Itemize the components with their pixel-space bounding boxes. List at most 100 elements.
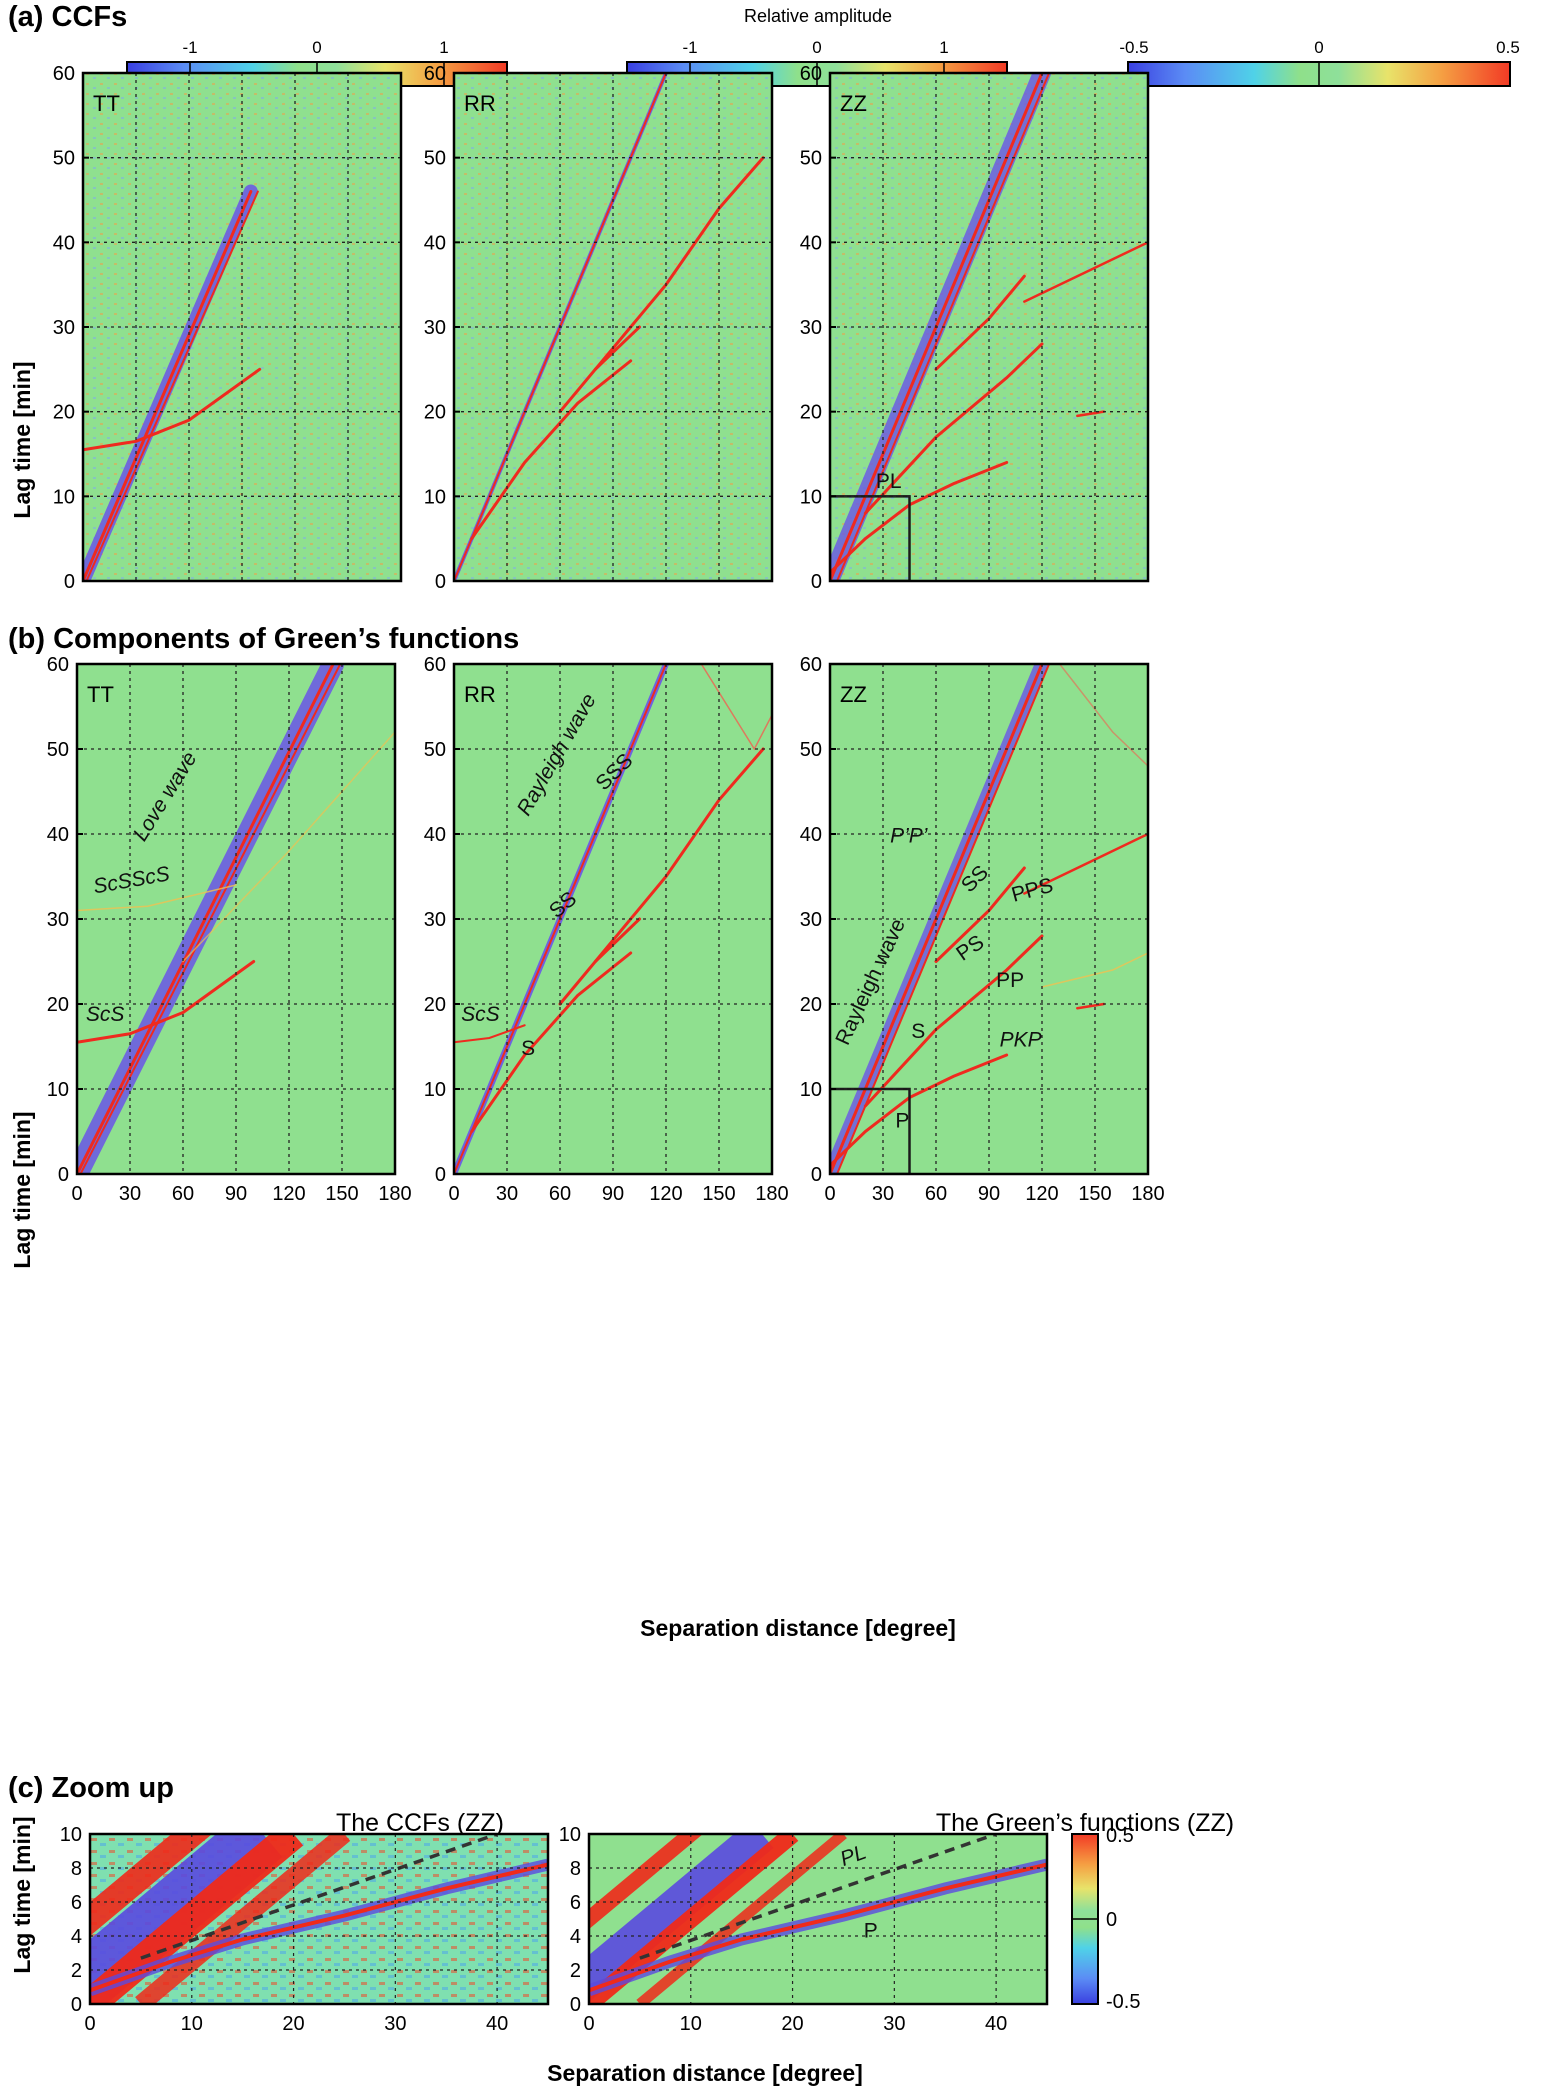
- x-tick-label: 90: [978, 1183, 1000, 1205]
- y-tick-label: 30: [424, 909, 446, 931]
- faint-branch: [1041, 952, 1148, 988]
- s-branch: [863, 342, 1044, 515]
- panel-a-rr: RR 0 10 20 30 40 50 60: [424, 63, 774, 593]
- y-tick-label: 40: [800, 232, 822, 254]
- inset-box: [830, 1087, 911, 1174]
- y-tick-label: 0: [71, 1994, 82, 2016]
- y-tick-label: 8: [570, 1858, 581, 1880]
- x-tick-label: 30: [883, 2013, 905, 2035]
- x-tick-label: 30: [384, 2013, 406, 2035]
- s-branch: [863, 934, 1044, 1108]
- panel-a-tt: TT 0 10 20 30 40 50 60: [53, 63, 403, 593]
- ylabel-a: Lag time [min]: [9, 361, 35, 518]
- rayleigh-band: [90, 1834, 213, 1936]
- colorbar-title: Relative amplitude: [744, 6, 892, 26]
- y-tick-label: 60: [424, 654, 446, 676]
- phase-label-zz_p: P: [895, 1109, 909, 1132]
- x-tick-label: 150: [1078, 1183, 1111, 1205]
- phase-label-rr_scs: ScS: [461, 1003, 500, 1026]
- x-tick-label: 40: [486, 2013, 508, 2035]
- y-tick-label: 10: [53, 486, 75, 508]
- zoom-panel-c-ccf: 0 2 4 6 8 10 0 10 20 30 40: [60, 1824, 550, 2035]
- x-tick-label: 120: [1025, 1183, 1058, 1205]
- cb-tick: 0.5: [1106, 1825, 1134, 1847]
- y-tick-label: 4: [71, 1926, 82, 1948]
- y-tick-label: 60: [47, 654, 69, 676]
- x-tick-label: 40: [985, 2013, 1007, 2035]
- panel-frame: [587, 1832, 1049, 2006]
- section-b-title: (b) Components of Green’s functions: [8, 623, 519, 655]
- x-tick-label: 180: [1131, 1183, 1164, 1205]
- y-tick-label: 40: [424, 232, 446, 254]
- love-wave-core: [83, 190, 253, 581]
- pps-branch: [1023, 832, 1148, 895]
- x-tick-label: 10: [680, 2013, 702, 2035]
- y-tick-label: 10: [47, 1079, 69, 1101]
- rayleigh-band: [636, 1834, 847, 2004]
- y-tick-label: 0: [435, 1164, 446, 1186]
- x-tick-label: 120: [649, 1183, 682, 1205]
- cb-tick: 0: [312, 38, 321, 57]
- x-tick-label: 120: [272, 1183, 305, 1205]
- x-tick-label: 60: [549, 1183, 571, 1205]
- phase-label-a_zz_pl: PL: [876, 470, 902, 493]
- y-tick-label: 8: [71, 1858, 82, 1880]
- y-tick-label: 20: [800, 402, 822, 424]
- x-tick-label: 10: [181, 2013, 203, 2035]
- x-tick-label: 0: [583, 2013, 594, 2035]
- y-tick-label: 20: [424, 402, 446, 424]
- x-tick-label: 0: [84, 2013, 95, 2035]
- x-tick-label: 30: [119, 1183, 141, 1205]
- phase-label-rr_s: S: [521, 1037, 535, 1060]
- colorbar-panel-zz: -0.5 0 0.5: [1119, 38, 1520, 87]
- y-tick-label: 50: [424, 148, 446, 170]
- phase-label-zoom_p: P: [864, 1920, 878, 1943]
- y-tick-label: 30: [47, 909, 69, 931]
- y-tick-label: 20: [800, 994, 822, 1016]
- ylabel-b: Lag time [min]: [9, 1111, 35, 1268]
- x-tick-label: 20: [781, 2013, 803, 2035]
- y-tick-label: 0: [811, 571, 822, 593]
- xlabel-b: Separation distance [degree]: [640, 1615, 956, 1641]
- y-tick-label: 40: [424, 824, 446, 846]
- x-tick-label: 180: [755, 1183, 788, 1205]
- cb-tick: 0: [812, 38, 821, 57]
- y-tick-label: 50: [800, 739, 822, 761]
- y-tick-label: 30: [800, 317, 822, 339]
- love-wave-core: [85, 190, 259, 581]
- colorbar-zoom: 0.5 0 -0.5: [1071, 1825, 1140, 2013]
- y-tick-label: 30: [53, 317, 75, 339]
- y-tick-label: 10: [800, 486, 822, 508]
- x-tick-label: 30: [872, 1183, 894, 1205]
- y-tick-label: 0: [64, 571, 75, 593]
- ylabel-c: Lag time [min]: [9, 1816, 35, 1973]
- zoom-right-title: The Green’s functions (ZZ): [936, 1809, 1234, 1837]
- x-tick-label: 60: [172, 1183, 194, 1205]
- rayleigh-band: [589, 1834, 774, 2002]
- inset-box: [830, 495, 911, 581]
- y-tick-label: 50: [47, 739, 69, 761]
- y-tick-label: 0: [570, 1994, 581, 2016]
- rayleigh-band: [90, 1834, 283, 2004]
- scs-branch: [83, 367, 262, 452]
- y-tick-label: 4: [570, 1926, 581, 1948]
- panel-tag: RR: [464, 682, 496, 707]
- panel-tag: RR: [464, 91, 496, 116]
- panel-tag: ZZ: [840, 91, 867, 116]
- y-tick-label: 10: [60, 1824, 82, 1846]
- zoom-left-title: The CCFs (ZZ): [336, 1809, 504, 1837]
- x-tick-label: 20: [282, 2013, 304, 2035]
- pkp-branch: [1076, 410, 1106, 418]
- x-tick-label: 150: [702, 1183, 735, 1205]
- pkp-branch: [1076, 1002, 1106, 1010]
- y-tick-label: 20: [53, 402, 75, 424]
- y-tick-label: 10: [800, 1079, 822, 1101]
- x-tick-label: 0: [448, 1183, 459, 1205]
- x-tick-label: 0: [824, 1183, 835, 1205]
- y-tick-label: 20: [424, 994, 446, 1016]
